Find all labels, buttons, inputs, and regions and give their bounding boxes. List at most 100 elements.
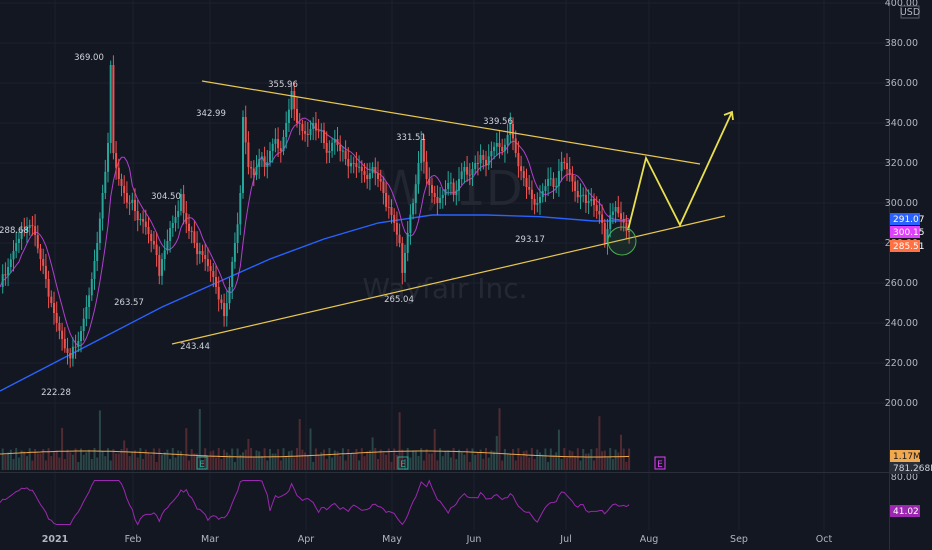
volume-bar xyxy=(123,440,126,470)
volume-bar xyxy=(20,450,23,470)
volume-bar xyxy=(298,419,301,470)
candle-body xyxy=(501,147,504,151)
volume-bars xyxy=(1,408,631,470)
candle-body xyxy=(622,219,625,223)
candle-body xyxy=(466,167,469,175)
candle-body xyxy=(271,143,274,151)
volume-bar xyxy=(539,452,541,470)
candle-body xyxy=(193,231,196,243)
candle-body xyxy=(12,251,15,260)
candle-body xyxy=(458,179,460,191)
candle-body xyxy=(198,251,201,255)
candle-body xyxy=(93,261,96,279)
volume-bar xyxy=(147,452,150,470)
volume-bar xyxy=(574,456,577,470)
candle-body xyxy=(603,223,606,243)
volume-bar xyxy=(190,448,193,470)
candle-body xyxy=(582,194,585,196)
volume-bar xyxy=(109,460,112,470)
volume-bar xyxy=(96,457,99,470)
candle-body xyxy=(66,348,69,353)
price-tick-label: 360.00 xyxy=(885,78,918,89)
volume-bar xyxy=(428,453,431,470)
time-axis[interactable]: 2021 Feb Mar Apr May Jun Jul Aug Sep Oct xyxy=(42,534,833,545)
volume-bar xyxy=(209,451,212,470)
trendlines[interactable] xyxy=(171,80,734,345)
candle-body xyxy=(614,207,617,212)
candle-body xyxy=(177,211,180,217)
candle-body xyxy=(196,243,199,255)
volume-label-bg xyxy=(890,450,920,462)
volume-bar xyxy=(236,448,239,470)
volume-bar xyxy=(50,456,53,470)
candle-body xyxy=(185,213,188,224)
volume-bar xyxy=(493,451,496,470)
volume-bar xyxy=(379,449,382,470)
candle-body xyxy=(352,163,355,164)
candle-body xyxy=(628,231,631,232)
candle-body xyxy=(123,186,126,193)
currency-label: USD xyxy=(900,7,920,18)
candle-body xyxy=(471,169,474,175)
volume-bar xyxy=(77,461,80,470)
volume-bar xyxy=(606,457,609,470)
time-tick-label: Jul xyxy=(559,534,571,545)
price-annotation: 369.00 xyxy=(74,53,104,63)
volume-bar xyxy=(255,450,258,470)
volume-bar xyxy=(431,453,433,470)
candle-body xyxy=(552,178,555,187)
volume-bar xyxy=(296,448,298,470)
candle-body xyxy=(28,225,31,228)
volume-bar xyxy=(536,449,539,470)
volume-bar xyxy=(503,448,506,470)
candle-body xyxy=(204,255,207,259)
candle-body xyxy=(425,161,428,179)
oscillator-line xyxy=(0,479,630,526)
volume-bar xyxy=(309,428,312,470)
candle-body xyxy=(36,235,39,249)
candle-body xyxy=(417,163,420,185)
price-axis-divider xyxy=(889,0,890,550)
price-label-pink: 300.15 xyxy=(893,228,925,238)
price-tick-label: 340.00 xyxy=(885,118,918,129)
candle-body xyxy=(201,251,204,255)
candle-body xyxy=(182,194,185,213)
volume-bar xyxy=(555,452,558,470)
volume-bar xyxy=(363,456,366,470)
oscillator-level-label: 80.00 xyxy=(891,472,918,483)
candle-body xyxy=(225,303,228,317)
volume-bar xyxy=(366,451,369,470)
candle-body xyxy=(412,203,415,215)
price-tick-label: 220.00 xyxy=(885,358,918,369)
volume-bar xyxy=(485,448,487,470)
candle-body xyxy=(479,155,482,164)
candle-body xyxy=(606,229,609,243)
volume-bar xyxy=(344,460,347,470)
volume-bar xyxy=(82,454,85,470)
volume-bar xyxy=(439,448,442,470)
volume-bar xyxy=(42,448,45,470)
volume-bar xyxy=(552,454,555,470)
candle-body xyxy=(63,339,66,349)
candle-body xyxy=(341,150,344,152)
volume-bar xyxy=(47,448,50,470)
volume-bar xyxy=(158,448,161,470)
candle-body xyxy=(134,199,136,211)
candle-body xyxy=(530,189,533,199)
candle-body xyxy=(393,215,396,223)
candle-body xyxy=(468,174,471,176)
price-annotation: 304.50 xyxy=(151,192,181,202)
candle-body xyxy=(263,156,266,167)
volume-bar xyxy=(487,457,490,470)
highlight-circle xyxy=(607,226,637,256)
volume-bar xyxy=(155,461,158,470)
candle-body xyxy=(115,153,118,168)
candle-body xyxy=(409,214,412,233)
candle-body xyxy=(503,144,506,151)
candle-body xyxy=(228,287,231,304)
volume-bar xyxy=(217,448,220,470)
volume-bar xyxy=(398,412,401,470)
volume-bar xyxy=(293,457,296,470)
